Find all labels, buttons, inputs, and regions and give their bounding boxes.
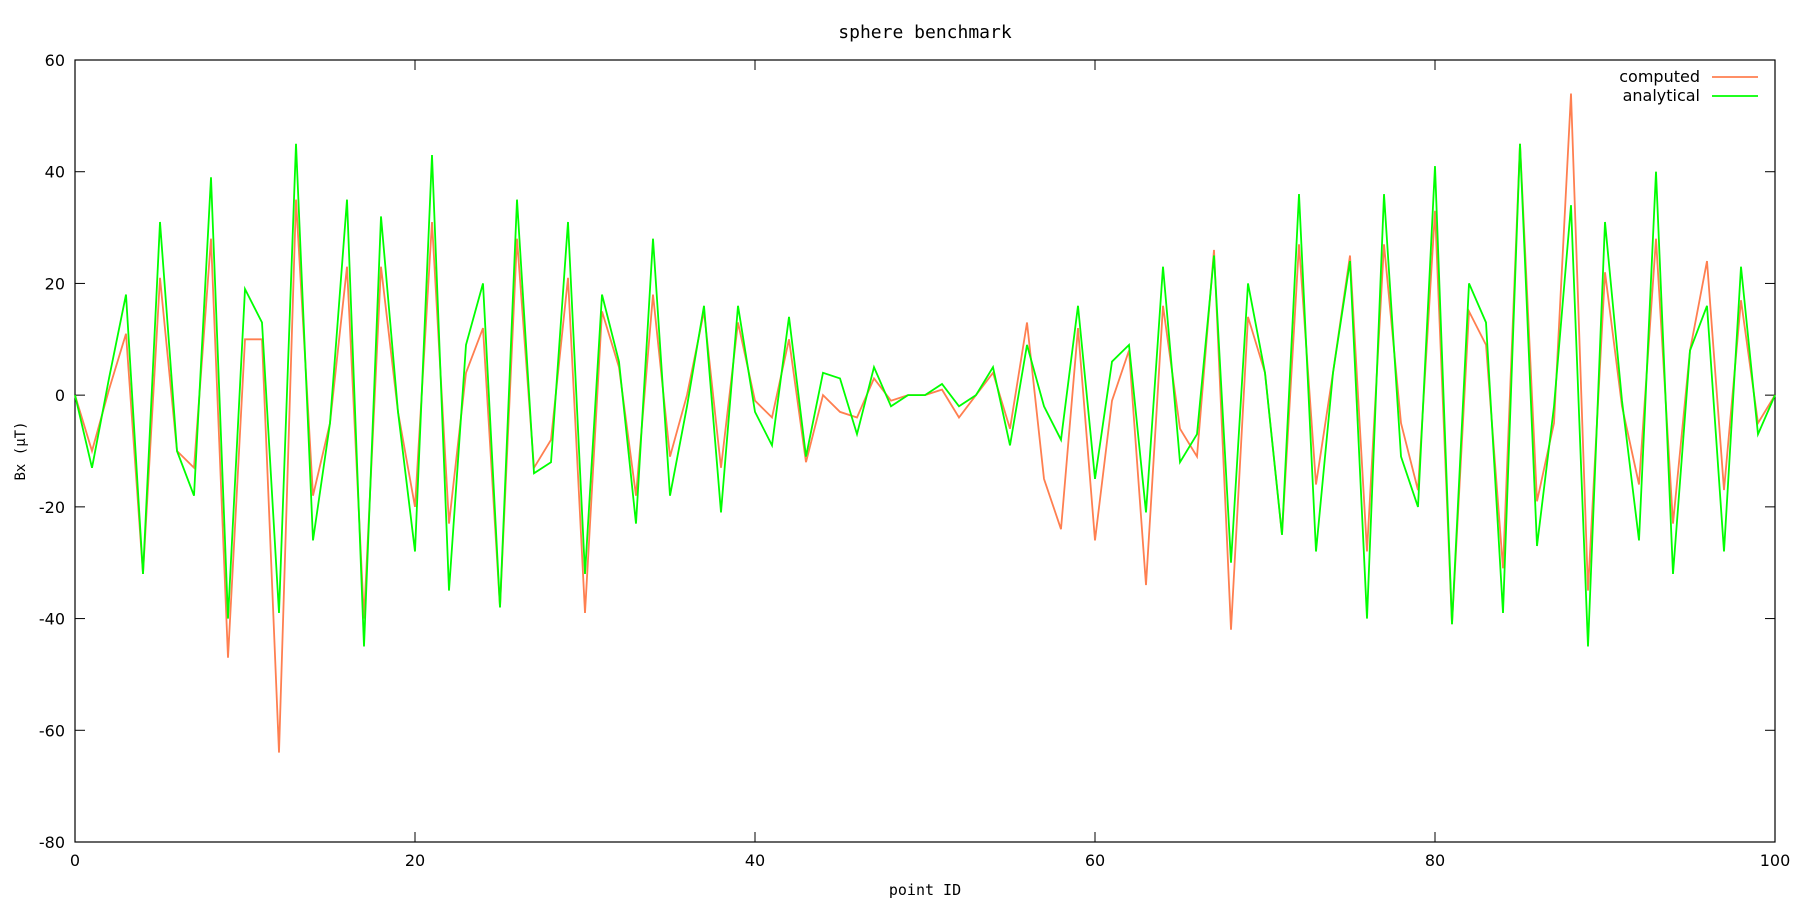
y-tick-label: -60	[39, 721, 65, 740]
y-tick-label: -20	[39, 498, 65, 517]
y-tick-label: -40	[39, 610, 65, 629]
x-tick-label: 20	[405, 851, 425, 870]
y-tick-label: 60	[45, 51, 65, 70]
x-axis-label: point ID	[889, 881, 961, 899]
x-tick-label: 40	[745, 851, 765, 870]
y-tick-label: 0	[55, 386, 65, 405]
x-tick-label: 80	[1425, 851, 1445, 870]
chart-title: sphere benchmark	[838, 22, 1012, 43]
y-axis-label: Bx (μT)	[13, 421, 29, 480]
plot-frame	[74, 59, 1776, 843]
x-tick-label: 60	[1085, 851, 1105, 870]
y-axis: 60 40 20 0 -20 -40 -60 -80	[39, 51, 1775, 852]
legend-label-analytical: analytical	[1623, 86, 1700, 105]
y-tick-label: 40	[45, 163, 65, 182]
series-layer	[74, 93, 1776, 753]
y-tick-label: -80	[39, 833, 65, 852]
y-tick-label: 20	[45, 274, 65, 293]
x-axis: 0 20 40 60 80 100	[70, 60, 1790, 870]
x-tick-label: 100	[1760, 851, 1791, 870]
legend-label-computed: computed	[1619, 67, 1700, 86]
x-tick-label: 0	[70, 851, 80, 870]
series-line-analytical	[74, 143, 1776, 647]
